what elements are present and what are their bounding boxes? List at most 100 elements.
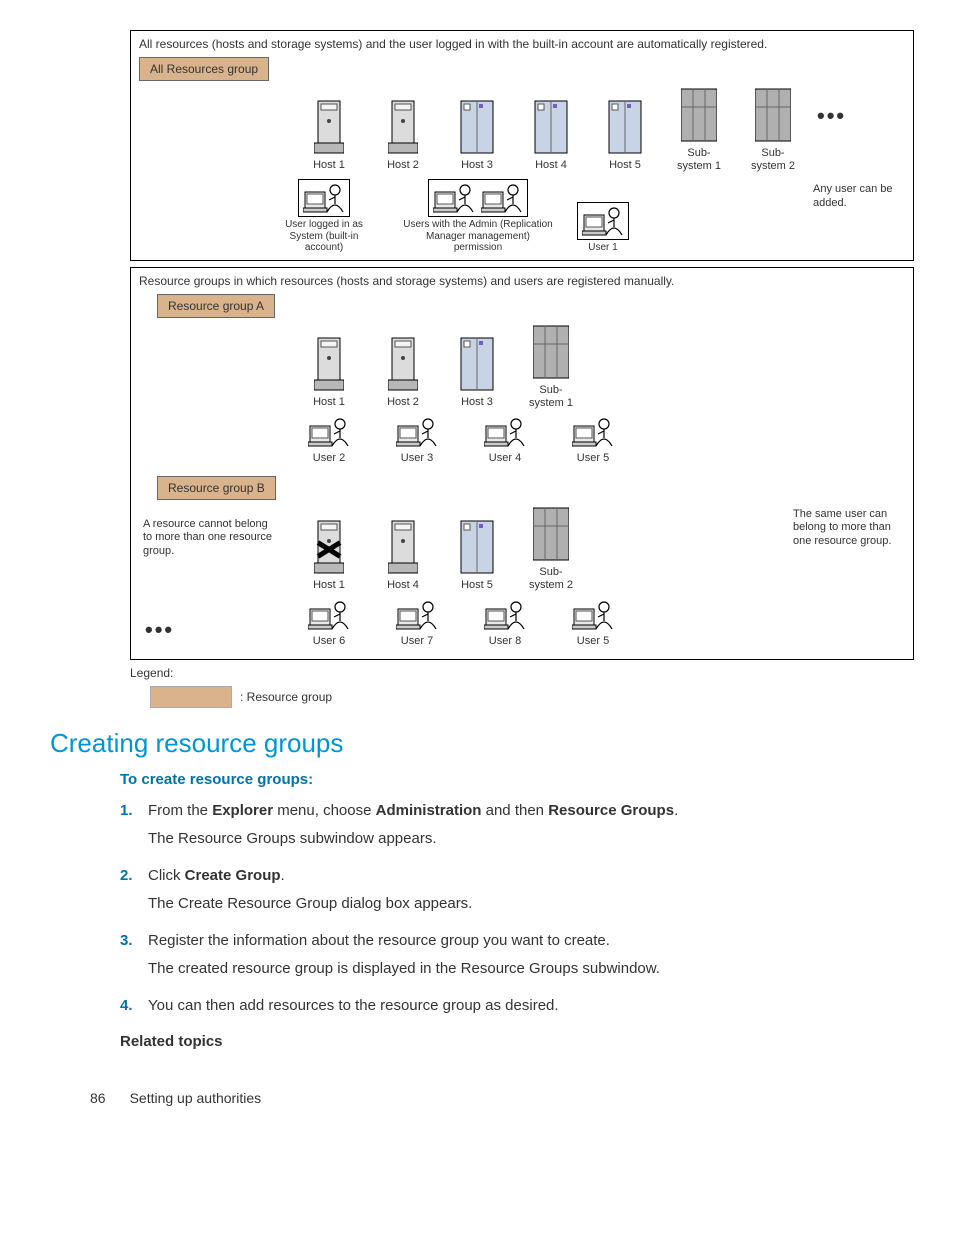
user-item: User 3 <box>387 416 447 466</box>
subsystem-icon <box>681 87 717 143</box>
panel1-user-row: User logged in as System (built-in accou… <box>269 179 905 254</box>
user-icon <box>396 599 438 631</box>
host-icon <box>314 519 344 575</box>
resource-label: Host 5 <box>609 159 641 173</box>
resource-label: Host 1 <box>313 579 345 593</box>
step-item: From the Explorer menu, choose Administr… <box>148 800 914 851</box>
user-group: Users with the Admin (Replication Manage… <box>403 179 553 254</box>
step-result: The Create Resource Group dialog box app… <box>148 893 914 916</box>
step-text: You can then add resources to the resour… <box>148 997 559 1014</box>
page-footer: 86 Setting up authorities <box>90 1090 914 1106</box>
user-label: User 5 <box>577 452 609 466</box>
user-box <box>577 202 629 240</box>
host-icon <box>388 336 418 392</box>
user-icon <box>308 416 350 448</box>
user-icon <box>308 599 350 631</box>
groupB-left-note: A resource cannot belong to more than on… <box>143 518 273 558</box>
panel1-caption: All resources (hosts and storage systems… <box>139 37 905 51</box>
user-label: User 3 <box>401 452 433 466</box>
user-icon <box>484 599 526 631</box>
host-icon <box>388 99 418 155</box>
step-text: Click Create Group. <box>148 867 285 884</box>
user-group: User 1 <box>577 202 629 254</box>
rack-icon <box>533 99 569 155</box>
step-result: The Resource Groups subwindow appears. <box>148 828 914 851</box>
user-icon <box>396 416 438 448</box>
resource-label: Host 5 <box>461 579 493 593</box>
user-icon <box>481 182 523 214</box>
footer-page-number: 86 <box>90 1090 106 1106</box>
resource-item: Host 1 <box>299 519 359 593</box>
groupA-user-row: User 2 User 3 User 4 User 5 <box>299 416 905 466</box>
user-box <box>298 179 350 217</box>
user-item: User 4 <box>475 416 535 466</box>
groupB-user-row: User 6 User 7 User 8 User 5 <box>299 599 905 649</box>
user-item: User 8 <box>475 599 535 649</box>
panel1-right-note: Any user can be added. <box>813 183 903 209</box>
steps-list: From the Explorer menu, choose Administr… <box>120 800 914 1018</box>
user-icon <box>303 182 345 214</box>
diagram-legend: Legend: <box>130 666 914 680</box>
host-icon <box>314 336 344 392</box>
rack-icon <box>459 336 495 392</box>
resource-label: Host 3 <box>461 159 493 173</box>
resource-label: Host 2 <box>387 396 419 410</box>
sub-title: To create resource groups: <box>120 771 914 788</box>
resource-item: Sub-system 1 <box>521 324 581 410</box>
user-item: User 2 <box>299 416 359 466</box>
ellipsis-icon: ••• <box>145 617 174 671</box>
user-box-label: User logged in as System (built-in accou… <box>269 219 379 254</box>
resource-item: Sub-system 2 <box>521 506 581 592</box>
user-box <box>428 179 528 217</box>
user-label: User 8 <box>489 635 521 649</box>
user-item: User 6 <box>299 599 359 649</box>
legend-swatch <box>150 686 232 708</box>
resource-item: Host 2 <box>373 336 433 410</box>
rack-icon <box>459 99 495 155</box>
subsystem-icon <box>755 87 791 143</box>
user-label: User 2 <box>313 452 345 466</box>
diagram-panel-manual-groups: Resource groups in which resources (host… <box>130 267 914 660</box>
resource-label: Sub-system 2 <box>529 566 573 592</box>
rack-icon <box>459 519 495 575</box>
groupB-right-note: The same user can belong to more than on… <box>793 508 903 548</box>
resource-item: Host 5 <box>447 519 507 593</box>
step-result: The created resource group is displayed … <box>148 958 914 981</box>
step-item: You can then add resources to the resour… <box>148 995 914 1018</box>
host-icon <box>388 519 418 575</box>
user-item: User 5 <box>563 416 623 466</box>
user-box-label: User 1 <box>577 242 629 254</box>
user-label: User 7 <box>401 635 433 649</box>
group-label-all: All Resources group <box>139 57 269 81</box>
resource-item: Host 1 <box>299 99 359 173</box>
resource-item: Sub-system 2 <box>743 87 803 173</box>
panel2-caption: Resource groups in which resources (host… <box>139 274 905 288</box>
groupA-resource-row: Host 1 Host 2 Host 3 Sub-system 1 <box>299 324 905 410</box>
section-title: Creating resource groups <box>50 728 914 759</box>
user-icon <box>572 599 614 631</box>
group-label-b: Resource group B <box>157 476 276 500</box>
diagram-panel-all-resources: All resources (hosts and storage systems… <box>130 30 914 261</box>
resource-item: Host 3 <box>447 99 507 173</box>
step-item: Click Create Group. The Create Resource G… <box>148 865 914 916</box>
ellipsis-icon: ••• <box>817 103 846 157</box>
user-icon <box>433 182 475 214</box>
resource-label: Host 2 <box>387 159 419 173</box>
panel1-resource-row: Host 1 Host 2 Host 3 Host 4 Host 5 Sub-system… <box>299 87 905 173</box>
resource-item: Host 4 <box>373 519 433 593</box>
step-item: Register the information about the resou… <box>148 930 914 981</box>
user-icon <box>484 416 526 448</box>
resource-label: Host 3 <box>461 396 493 410</box>
rack-icon <box>607 99 643 155</box>
resource-label: Sub-system 1 <box>677 147 721 173</box>
resource-item: Host 1 <box>299 336 359 410</box>
host-icon <box>314 99 344 155</box>
user-box-label: Users with the Admin (Replication Manage… <box>403 219 553 254</box>
resource-label: Host 1 <box>313 159 345 173</box>
step-text: Register the information about the resou… <box>148 932 610 949</box>
resource-item: Host 4 <box>521 99 581 173</box>
resource-label: Host 4 <box>535 159 567 173</box>
user-item: User 5 <box>563 599 623 649</box>
subsystem-icon <box>533 506 569 562</box>
resource-item: Host 3 <box>447 336 507 410</box>
